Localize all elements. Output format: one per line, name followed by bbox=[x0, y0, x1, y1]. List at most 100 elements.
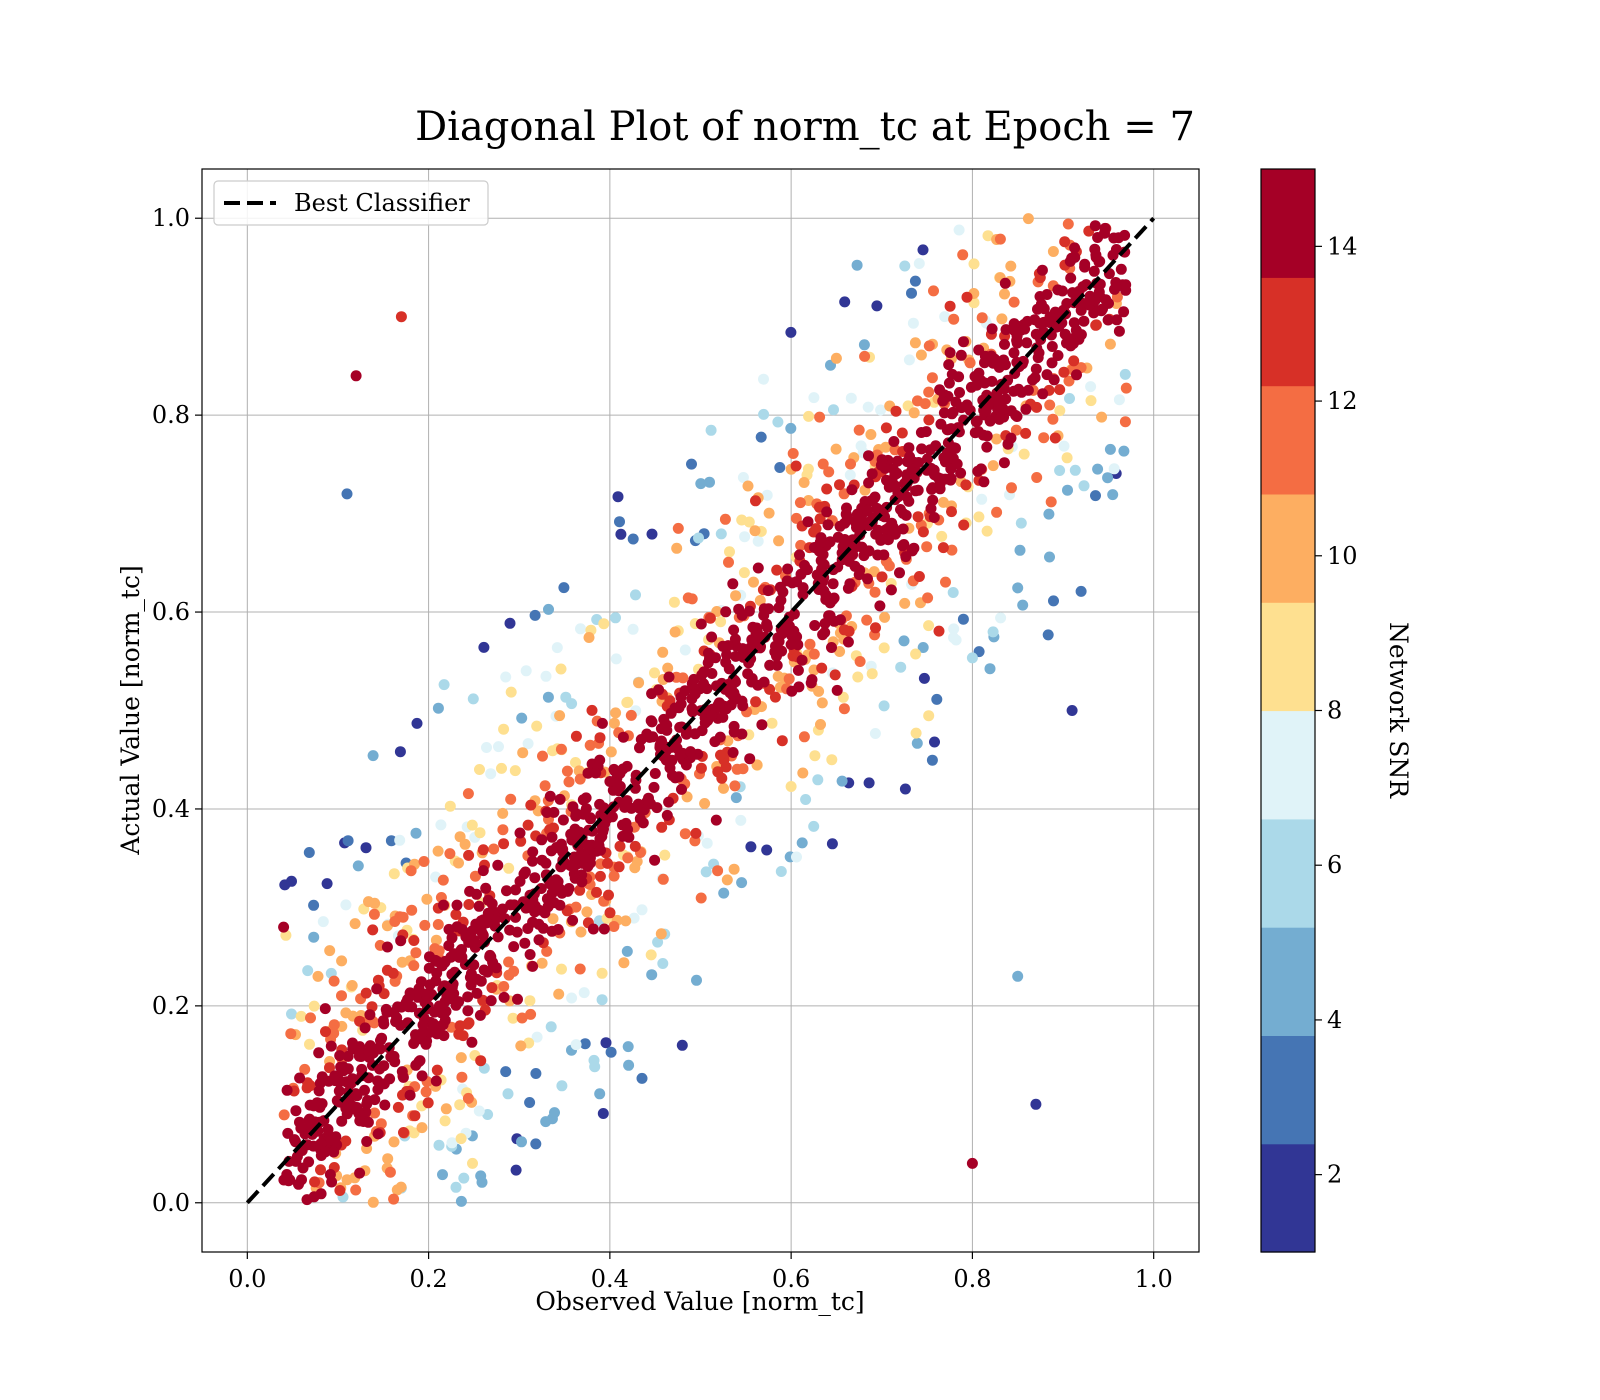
scatter-point bbox=[438, 679, 450, 691]
scatter-point bbox=[872, 549, 884, 561]
x-tick-label: 0.4 bbox=[591, 1265, 629, 1293]
scatter-point bbox=[686, 458, 697, 470]
scatter-point bbox=[706, 631, 718, 643]
scatter-point bbox=[388, 1193, 400, 1205]
scatter-point bbox=[575, 623, 586, 635]
scatter-point bbox=[957, 613, 969, 625]
scatter-point bbox=[488, 843, 500, 855]
scatter-point bbox=[715, 616, 727, 628]
scatter-point bbox=[433, 945, 445, 957]
scatter-point bbox=[612, 491, 624, 503]
scatter-point bbox=[737, 643, 749, 655]
scatter-point bbox=[443, 990, 455, 1002]
scatter-point bbox=[536, 834, 548, 846]
scatter-point bbox=[927, 494, 939, 506]
scatter-point bbox=[826, 838, 838, 850]
scatter-point bbox=[966, 1157, 978, 1169]
scatter-point bbox=[525, 1008, 537, 1020]
scatter-point bbox=[536, 854, 548, 866]
colorbar-tick-label: 12 bbox=[1327, 387, 1358, 415]
scatter-point bbox=[598, 923, 610, 935]
scatter-point bbox=[453, 857, 464, 869]
scatter-point bbox=[308, 1100, 320, 1112]
scatter-point bbox=[958, 519, 970, 531]
scatter-point bbox=[455, 1195, 467, 1207]
colorbar-ticks: 2 4 6 8 10 12 14 bbox=[1315, 232, 1358, 1189]
scatter-point bbox=[477, 844, 489, 856]
scatter-point bbox=[620, 915, 632, 927]
scatter-point bbox=[312, 970, 324, 982]
scatter-point bbox=[724, 546, 735, 558]
scatter-point bbox=[821, 506, 833, 518]
scatter-point bbox=[1047, 246, 1059, 257]
scatter-point bbox=[1077, 281, 1089, 293]
scatter-point bbox=[1093, 286, 1105, 298]
scatter-point bbox=[728, 863, 740, 875]
scatter-point bbox=[1113, 394, 1125, 406]
scatter-point bbox=[1012, 970, 1024, 982]
scatter-point bbox=[1017, 599, 1029, 611]
scatter-point bbox=[666, 770, 678, 781]
scatter-point bbox=[590, 767, 602, 779]
scatter-point bbox=[541, 893, 553, 905]
scatter-point bbox=[597, 826, 609, 838]
scatter-point bbox=[880, 422, 892, 434]
scatter-point bbox=[469, 870, 481, 882]
scatter-point bbox=[610, 707, 622, 719]
scatter-point bbox=[361, 1098, 373, 1110]
scatter-point bbox=[367, 1196, 379, 1208]
scatter-point bbox=[1054, 405, 1066, 417]
scatter-point bbox=[674, 749, 686, 761]
scatter-point bbox=[524, 949, 536, 960]
scatter-point bbox=[800, 794, 812, 805]
scatter-point bbox=[403, 1001, 414, 1013]
scatter-point bbox=[340, 1135, 352, 1147]
scatter-point bbox=[517, 747, 529, 759]
scatter-point bbox=[1044, 399, 1056, 411]
scatter-point bbox=[1092, 463, 1104, 475]
scatter-point bbox=[482, 1109, 494, 1120]
scatter-point bbox=[903, 354, 915, 366]
scatter-point bbox=[680, 728, 692, 740]
scatter-point bbox=[337, 1061, 349, 1073]
scatter-point bbox=[1000, 324, 1012, 336]
scatter-point bbox=[1031, 472, 1043, 483]
scatter-point bbox=[796, 837, 808, 849]
scatter-point bbox=[550, 842, 562, 853]
scatter-point bbox=[596, 994, 608, 1006]
scatter-point bbox=[943, 377, 955, 389]
scatter-point bbox=[503, 956, 515, 968]
scatter-point bbox=[973, 344, 985, 356]
scatter-point bbox=[409, 1110, 421, 1122]
scatter-point bbox=[870, 528, 882, 540]
scatter-point bbox=[554, 710, 566, 722]
scatter-point bbox=[993, 361, 1005, 373]
scatter-point bbox=[747, 621, 759, 633]
scatter-point bbox=[751, 759, 763, 771]
scatter-point bbox=[688, 673, 700, 685]
scatter-point bbox=[910, 485, 922, 497]
scatter-point bbox=[552, 924, 564, 935]
scatter-point bbox=[910, 648, 922, 660]
scatter-point bbox=[446, 1137, 458, 1149]
scatter-point bbox=[817, 629, 829, 641]
scatter-point bbox=[695, 618, 707, 630]
scatter-point bbox=[597, 1108, 609, 1119]
grid-lines bbox=[202, 169, 1199, 1252]
scatter-point bbox=[955, 467, 967, 479]
scatter-point bbox=[862, 505, 874, 517]
scatter-point bbox=[866, 468, 878, 480]
scatter-point bbox=[671, 542, 683, 554]
scatter-point bbox=[542, 901, 554, 913]
scatter-point bbox=[704, 476, 715, 488]
scatter-point bbox=[1070, 324, 1082, 336]
scatter-point bbox=[398, 1127, 409, 1138]
scatter-point bbox=[889, 468, 901, 480]
scatter-point bbox=[946, 408, 958, 420]
scatter-point bbox=[1036, 264, 1048, 276]
scatter-point bbox=[410, 947, 422, 959]
scatter-point bbox=[303, 847, 315, 858]
scatter-point bbox=[665, 707, 677, 719]
scatter-point bbox=[629, 840, 641, 852]
scatter-point bbox=[367, 750, 379, 762]
